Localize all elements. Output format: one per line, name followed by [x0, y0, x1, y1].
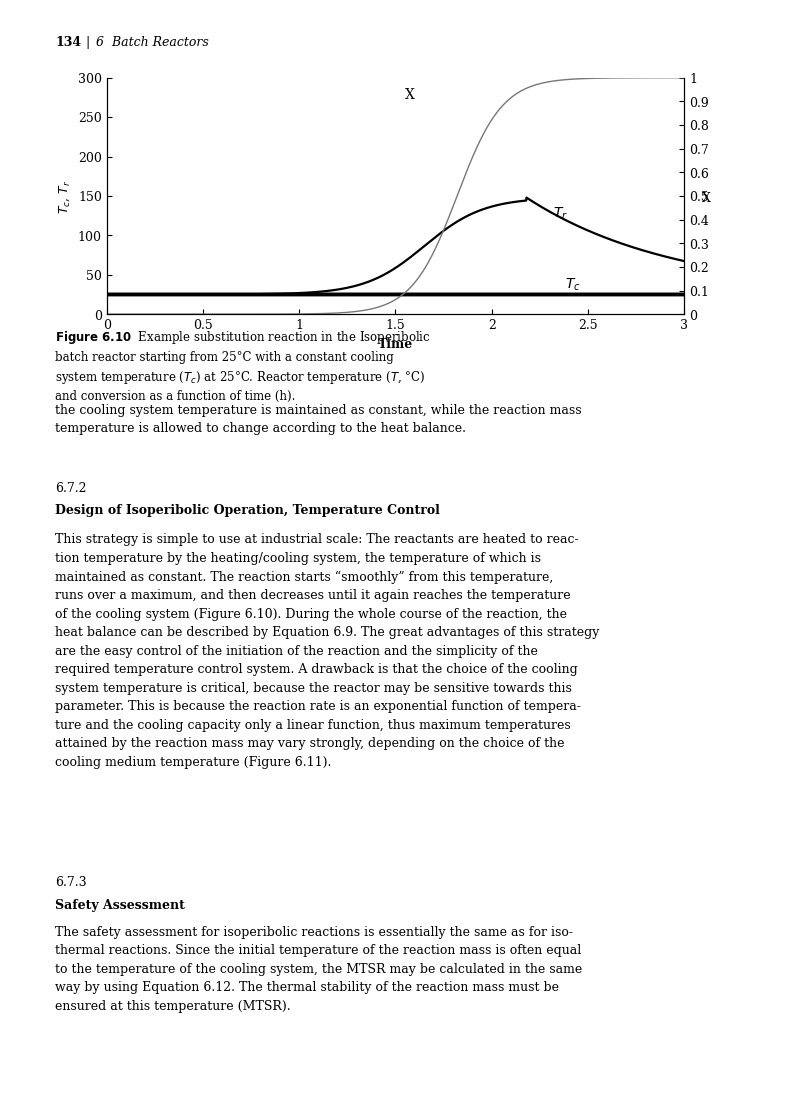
Text: X: X	[701, 192, 709, 205]
Text: $T_r$: $T_r$	[553, 205, 567, 222]
Text: the cooling system temperature is maintained as constant, while the reaction mas: the cooling system temperature is mainta…	[55, 404, 581, 435]
Text: 6.7.2: 6.7.2	[55, 482, 87, 495]
Text: The safety assessment for isoperibolic reactions is essentially the same as for : The safety assessment for isoperibolic r…	[55, 925, 582, 1012]
Text: Design of Isoperibolic Operation, Temperature Control: Design of Isoperibolic Operation, Temper…	[55, 504, 440, 517]
Text: 6  Batch Reactors: 6 Batch Reactors	[96, 36, 209, 49]
Text: $T_c$: $T_c$	[564, 277, 580, 292]
Text: $\bf{Figure\ 6.10}$  Example substitution reaction in the Isoperibolic
batch rea: $\bf{Figure\ 6.10}$ Example substitution…	[55, 329, 431, 404]
Text: 134: 134	[55, 36, 81, 49]
Text: 6.7.3: 6.7.3	[55, 875, 87, 889]
Text: Safety Assessment: Safety Assessment	[55, 899, 185, 912]
X-axis label: Time: Time	[378, 338, 412, 351]
Text: |: |	[85, 36, 89, 49]
Text: This strategy is simple to use at industrial scale: The reactants are heated to : This strategy is simple to use at indust…	[55, 533, 599, 768]
Y-axis label: $T_c$, $T_r$: $T_c$, $T_r$	[58, 180, 72, 213]
Text: X: X	[404, 88, 415, 101]
